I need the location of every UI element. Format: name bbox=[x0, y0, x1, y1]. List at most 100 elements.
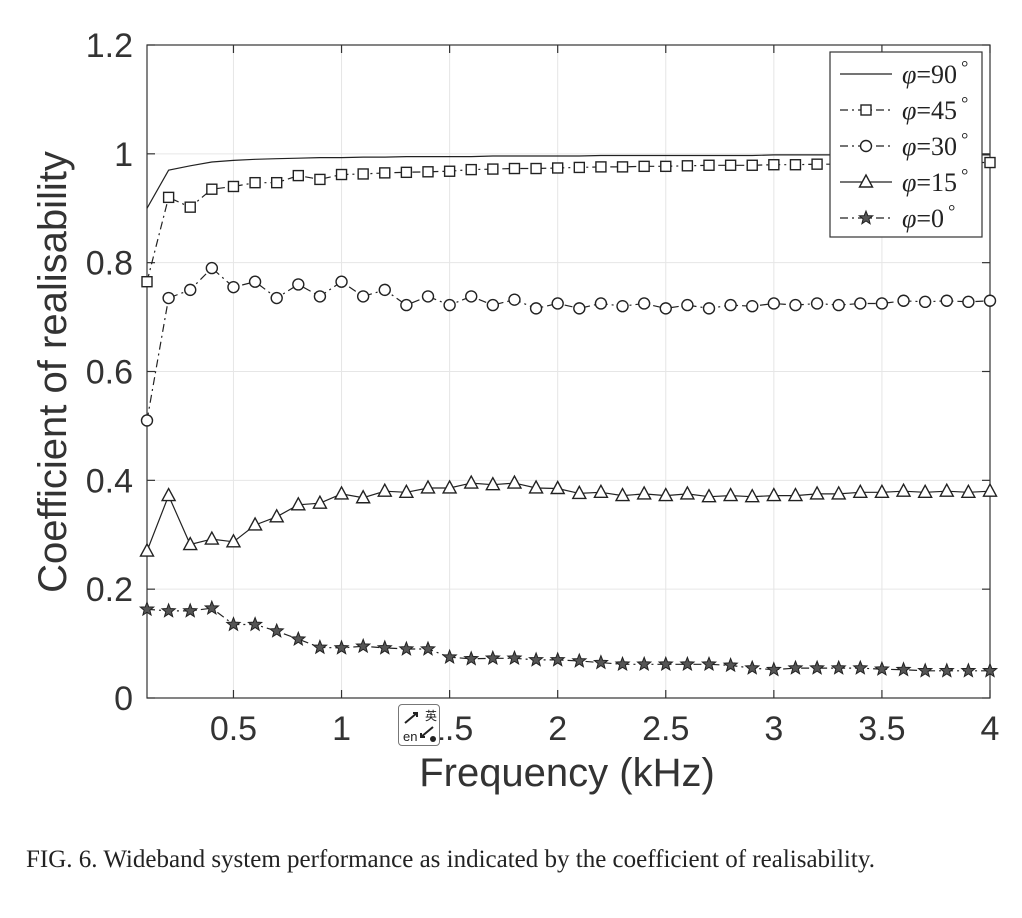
legend-value: =45 bbox=[916, 96, 957, 125]
legend-marker bbox=[860, 104, 872, 116]
data-point bbox=[702, 302, 716, 315]
data-point bbox=[636, 655, 653, 672]
legend: φ=90 °φ=45 °φ=30 °φ=15 °φ=0 ° bbox=[829, 51, 983, 238]
data-point bbox=[160, 487, 177, 502]
legend-phi-symbol: φ bbox=[902, 60, 916, 89]
arrowhead-icon bbox=[420, 733, 425, 738]
data-point bbox=[703, 159, 715, 171]
data-point bbox=[441, 479, 458, 494]
data-point bbox=[465, 290, 478, 303]
data-point bbox=[917, 662, 934, 678]
data-point bbox=[592, 654, 609, 670]
data-point bbox=[981, 662, 999, 678]
data-point bbox=[311, 638, 328, 655]
data-point bbox=[463, 474, 479, 489]
data-point bbox=[400, 298, 413, 312]
legend-degree: ° bbox=[948, 201, 955, 221]
data-point bbox=[486, 298, 500, 312]
data-point bbox=[248, 275, 262, 288]
data-point bbox=[508, 293, 521, 306]
data-point bbox=[895, 482, 912, 497]
data-point bbox=[787, 487, 804, 502]
data-point bbox=[162, 291, 175, 305]
x-tick-label: 0.5 bbox=[210, 710, 257, 748]
data-point bbox=[333, 639, 350, 655]
data-point bbox=[659, 302, 672, 315]
data-point bbox=[485, 476, 501, 491]
data-point bbox=[290, 496, 306, 511]
data-point bbox=[962, 295, 975, 309]
data-point bbox=[852, 483, 868, 499]
legend-label: φ=0 ° bbox=[902, 201, 955, 233]
data-point bbox=[982, 482, 998, 497]
legend-marker bbox=[857, 209, 875, 225]
data-point bbox=[269, 508, 285, 523]
data-point bbox=[225, 533, 242, 548]
data-point bbox=[722, 487, 739, 502]
translate-icon[interactable]: 英 en bbox=[398, 704, 440, 746]
data-point bbox=[551, 297, 564, 310]
x-tick-label: 2.5 bbox=[642, 710, 689, 748]
data-point bbox=[335, 168, 348, 181]
data-point bbox=[940, 294, 953, 307]
data-point bbox=[139, 542, 155, 557]
data-point bbox=[422, 166, 434, 178]
data-point bbox=[616, 300, 629, 313]
data-point bbox=[247, 516, 263, 531]
data-point bbox=[679, 655, 696, 672]
data-point bbox=[357, 168, 369, 180]
legend-marker bbox=[859, 139, 873, 153]
legend-degree: ° bbox=[961, 57, 968, 77]
data-point bbox=[138, 600, 156, 617]
data-point bbox=[854, 297, 867, 310]
data-point bbox=[636, 485, 652, 500]
data-point bbox=[938, 662, 955, 678]
data-point bbox=[681, 160, 694, 172]
data-point bbox=[874, 483, 890, 499]
legend-entry: φ=0 ° bbox=[840, 201, 955, 233]
y-tick-label: 0.8 bbox=[86, 245, 133, 283]
data-point bbox=[810, 297, 824, 310]
data-point bbox=[679, 485, 696, 500]
data-point bbox=[249, 176, 261, 189]
data-point bbox=[528, 651, 545, 667]
arrow-down-icon bbox=[420, 726, 434, 738]
dot-icon bbox=[430, 736, 436, 742]
data-point bbox=[809, 659, 826, 675]
data-point bbox=[809, 485, 825, 500]
data-point bbox=[528, 479, 544, 494]
data-point bbox=[614, 487, 631, 502]
data-point bbox=[594, 297, 608, 310]
data-point bbox=[571, 652, 588, 668]
legend-entry: φ=30 ° bbox=[840, 129, 968, 161]
data-point bbox=[205, 261, 219, 275]
data-point bbox=[530, 162, 542, 175]
series-line bbox=[146, 482, 991, 552]
series-0-group bbox=[138, 599, 999, 678]
data-point bbox=[744, 488, 760, 503]
legend-label: φ=15 ° bbox=[902, 165, 968, 197]
y-tick-label: 0 bbox=[114, 680, 133, 718]
data-point bbox=[140, 414, 154, 427]
legend-phi-symbol: φ bbox=[902, 204, 916, 233]
data-point bbox=[984, 156, 996, 169]
y-tick-label: 0.2 bbox=[86, 571, 133, 609]
x-tick-label: 1 bbox=[332, 710, 351, 748]
data-point bbox=[832, 298, 845, 312]
x-tick-label: 3.5 bbox=[858, 710, 905, 748]
data-point bbox=[918, 295, 932, 309]
chart-canvas: 0.5 1 1.5 2 2.5 3 3.5 400.20.40.60.811.2 Freque… bbox=[31, 27, 1000, 795]
data-point bbox=[960, 483, 977, 499]
data-point bbox=[203, 599, 220, 616]
legend-phi-symbol: φ bbox=[902, 168, 916, 197]
legend-label: φ=30 ° bbox=[902, 129, 968, 161]
data-point bbox=[616, 161, 629, 173]
data-point bbox=[182, 536, 198, 551]
data-point bbox=[225, 616, 242, 632]
legend-box bbox=[829, 51, 983, 238]
data-point bbox=[873, 660, 890, 676]
data-point bbox=[441, 648, 458, 665]
legend-marker bbox=[858, 173, 874, 188]
data-point bbox=[895, 661, 912, 677]
x-tick-label: 4 bbox=[981, 710, 1000, 748]
